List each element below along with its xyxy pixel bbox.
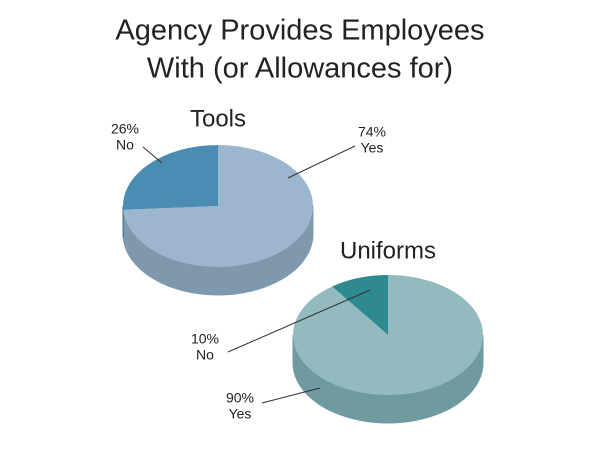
pie-slice: [332, 275, 388, 335]
data-label: 74%: [358, 124, 386, 140]
pie-title: Uniforms: [340, 237, 436, 264]
category-label: No: [196, 347, 214, 363]
chart-title: Agency Provides Employees: [115, 15, 484, 47]
data-label: 10%: [191, 331, 219, 347]
pie-slice: [123, 145, 218, 210]
leader-line: [287, 145, 356, 179]
data-label: 90%: [226, 390, 254, 406]
pie-slice: [123, 145, 313, 267]
leader-line: [142, 146, 163, 164]
category-label: Yes: [229, 406, 252, 422]
leader-line: [227, 289, 371, 353]
chart-title: With (or Allowances for): [147, 53, 453, 85]
leader-line: [261, 387, 321, 404]
pie-title: Tools: [190, 105, 246, 132]
category-label: No: [116, 137, 134, 153]
data-label: 26%: [111, 121, 139, 137]
category-label: Yes: [361, 140, 384, 156]
